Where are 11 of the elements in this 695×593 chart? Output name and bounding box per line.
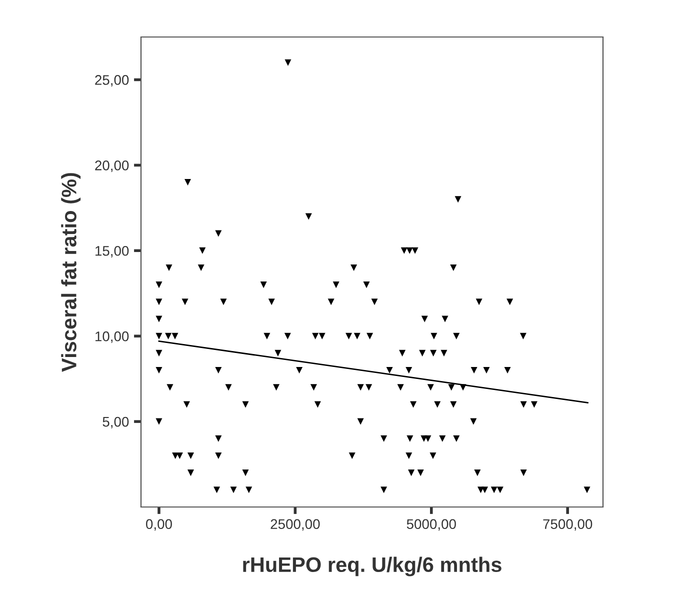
x-tick-label: 7500,00 (543, 519, 592, 531)
x-tick-label: 5000,00 (406, 519, 456, 531)
y-tick-label: 25,00 (95, 75, 129, 87)
x-axis-title: rHuEPO req. U/kg/6 mnths (243, 556, 502, 576)
y-axis-title: Visceral fat ratio (%) (61, 173, 81, 372)
y-tick-label: 10,00 (96, 331, 129, 343)
y-tick-label: 15,00 (96, 246, 129, 258)
y-tick-label: 5,00 (102, 416, 129, 428)
x-tick-label: 2500,00 (270, 519, 320, 531)
y-tick-label: 20,00 (95, 160, 129, 172)
x-tick-label: 0,00 (146, 519, 172, 531)
